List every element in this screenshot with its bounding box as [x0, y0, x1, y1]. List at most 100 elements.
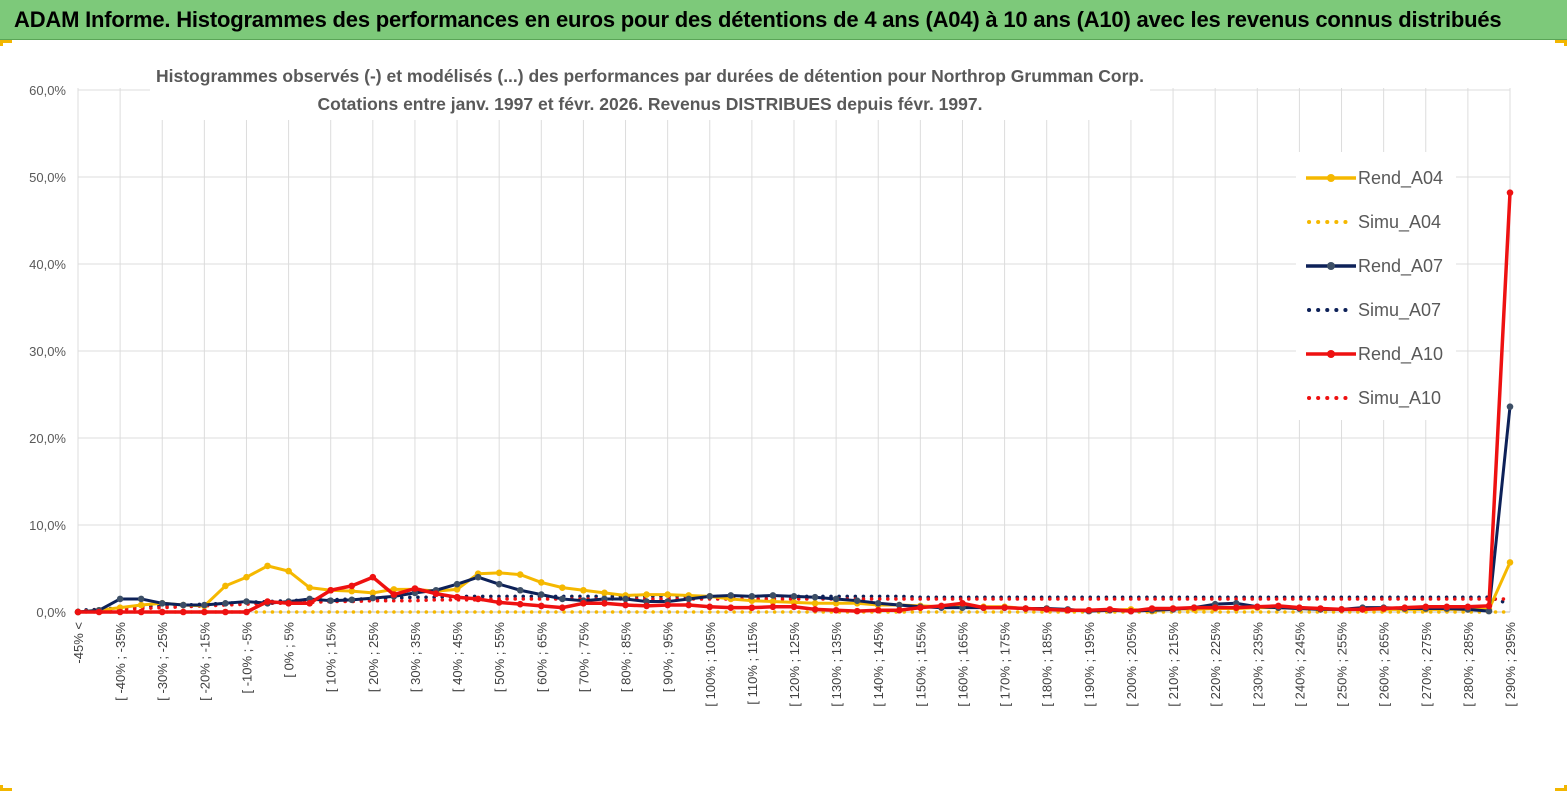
data-point-rend-a10: [116, 608, 124, 616]
corner-mark-top-right: [1564, 40, 1567, 46]
data-point-rend-a10: [832, 606, 840, 614]
data-point-rend-a07: [201, 601, 208, 609]
data-point-rend-a07: [327, 597, 335, 604]
x-tick-label: [ 60% ; 65%: [534, 622, 549, 693]
x-tick-label: [ -30% ; -25%: [155, 622, 170, 701]
data-point-rend-a10: [1232, 604, 1240, 611]
x-tick-label: [ -10% ; -5%: [239, 622, 254, 694]
data-point-rend-a04: [516, 571, 524, 578]
corner-mark-bottom-left: [0, 788, 12, 791]
data-point-rend-a04: [306, 584, 313, 591]
x-tick-label: [ -40% ; -35%: [113, 622, 128, 701]
data-point-rend-a07: [158, 600, 166, 607]
data-point-rend-a04: [559, 584, 566, 591]
data-point-rend-a07: [874, 600, 882, 607]
data-point-rend-a07: [516, 586, 524, 594]
x-tick-label: [ -20% ; -15%: [197, 622, 212, 701]
corner-mark-bottom-left: [0, 785, 3, 791]
data-point-rend-a10: [348, 582, 356, 590]
data-point-rend-a10: [1043, 606, 1051, 613]
data-point-rend-a04: [811, 600, 819, 607]
data-point-rend-a10: [495, 599, 503, 606]
data-point-rend-a10: [853, 607, 861, 615]
data-point-rend-a07: [685, 595, 693, 603]
data-point-rend-a10: [369, 573, 377, 581]
y-tick-label: 10,0%: [29, 518, 66, 533]
data-point-rend-a10: [1338, 606, 1345, 613]
data-point-rend-a07: [1506, 403, 1514, 410]
data-point-rend-a10: [790, 603, 798, 611]
legend-item-simu-a07: Simu_A07: [1307, 300, 1441, 321]
data-point-rend-a10: [1317, 605, 1324, 612]
y-tick-label: 50,0%: [29, 170, 66, 185]
legend-background: [1296, 152, 1456, 420]
data-point-rend-a07: [622, 595, 629, 603]
data-point-rend-a10: [432, 590, 440, 598]
data-point-rend-a10: [559, 604, 566, 611]
data-point-rend-a10: [537, 602, 545, 610]
y-axis-tick-labels: 0,0% 10,0% 20,0% 30,0% 40,0% 50,0% 60,0%: [29, 83, 66, 620]
data-point-rend-a10: [706, 603, 714, 611]
data-point-rend-a10: [917, 604, 924, 611]
x-tick-label: [ 110% ; 115%: [745, 622, 760, 705]
x-tick-label: [ 140% ; 145%: [871, 622, 886, 707]
x-tick-label: [ 280% ; 285%: [1461, 622, 1476, 707]
y-tick-label: 40,0%: [29, 257, 66, 272]
data-point-rend-a10: [895, 606, 903, 614]
x-tick-label: [ 210% ; 215%: [1166, 622, 1181, 707]
corner-mark-top-right: [1555, 40, 1567, 43]
data-point-rend-a10: [516, 600, 524, 608]
data-point-rend-a10: [748, 604, 756, 611]
corner-mark-top-left: [0, 40, 12, 43]
x-axis-tick-labels: -45% < [ -40% ; -35% [ -30% ; -25% [ -20% ;…: [71, 622, 1518, 707]
data-point-rend-a10: [1022, 605, 1029, 612]
series-layer: [74, 189, 1514, 616]
data-point-rend-a10: [1275, 602, 1282, 610]
data-point-rend-a10: [306, 600, 313, 607]
legend-item-simu-a10: Simu_A10: [1307, 388, 1441, 409]
x-tick-label: [ 40% ; 45%: [450, 622, 465, 693]
legend: Rend_A04 Simu_A04 Rend_A07 Simu_A07 Rend_A10…: [1296, 152, 1456, 420]
data-point-rend-a07: [222, 600, 229, 607]
x-tick-label: [ 10% ; 15%: [324, 622, 339, 693]
data-point-rend-a10: [643, 602, 650, 610]
data-point-rend-a07: [474, 573, 482, 581]
data-point-rend-a10: [685, 601, 693, 609]
legend-label: Rend_A07: [1358, 256, 1443, 277]
chart-title-line2: Cotations entre janv. 1997 et févr. 2026…: [318, 94, 983, 114]
data-point-rend-a10: [390, 591, 398, 598]
data-point-rend-a07: [706, 593, 714, 600]
data-point-rend-a04: [264, 562, 271, 570]
data-point-rend-a10: [601, 600, 608, 607]
data-point-rend-a07: [453, 580, 461, 588]
data-point-rend-a10: [1422, 603, 1430, 611]
x-tick-label: [ 260% ; 265%: [1377, 622, 1392, 707]
series-rend-a10: [74, 189, 1514, 616]
x-tick-label: [ 190% ; 195%: [1082, 622, 1097, 707]
data-point-rend-a10: [1253, 603, 1261, 611]
data-point-rend-a10: [980, 604, 987, 611]
data-point-rend-a10: [1296, 604, 1303, 611]
data-point-rend-a04: [643, 591, 650, 598]
data-point-rend-a10: [1380, 605, 1387, 612]
data-point-rend-a04: [495, 569, 503, 577]
data-point-rend-a10: [1190, 604, 1198, 611]
data-point-rend-a10: [938, 602, 945, 610]
x-tick-label: [ 240% ; 245%: [1292, 622, 1307, 707]
data-point-rend-a10: [158, 608, 166, 616]
data-point-rend-a10: [1211, 604, 1219, 611]
legend-item-rend-a07: Rend_A07: [1306, 256, 1443, 277]
data-point-rend-a04: [601, 589, 608, 597]
data-point-rend-a04: [664, 591, 671, 598]
x-tick-label: [ 70% ; 75%: [576, 622, 591, 693]
x-tick-label: [ 250% ; 255%: [1335, 622, 1350, 707]
data-point-rend-a07: [537, 591, 545, 598]
data-point-rend-a07: [895, 601, 903, 609]
histogram-chart: 0,0% 10,0% 20,0% 30,0% 40,0% 50,0% 60,0% -45% …: [29, 58, 1518, 707]
data-point-rend-a10: [243, 608, 250, 616]
data-point-rend-a10: [769, 603, 777, 611]
data-point-rend-a04: [222, 582, 229, 590]
data-point-rend-a07: [179, 601, 187, 609]
x-tick-label: [ 50% ; 55%: [492, 622, 507, 693]
x-tick-label: [ 0% ; 5%: [282, 622, 297, 678]
